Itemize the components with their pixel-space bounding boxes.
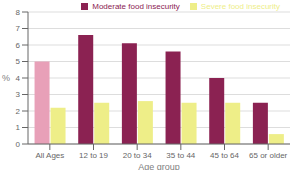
svg-text:2: 2 [16, 107, 21, 116]
svg-text:%: % [8, 73, 10, 83]
svg-text:12 to 19: 12 to 19 [79, 151, 108, 160]
svg-text:65 or older: 65 or older [249, 151, 288, 160]
html-text:Moderate food insecurity: Moderate food insecurity [92, 2, 180, 11]
svg-text:5: 5 [16, 57, 21, 66]
html-text:Severe food insecurity: Severe food insecurity [200, 2, 280, 11]
svg-text:20 to 34: 20 to 34 [123, 151, 152, 160]
svg-text:45 to 64: 45 to 64 [210, 151, 239, 160]
svg-text:All Ages: All Ages [35, 151, 64, 160]
svg-text:0: 0 [16, 140, 21, 149]
svg-text:Age group: Age group [138, 162, 180, 170]
svg-text:1: 1 [16, 123, 21, 132]
svg-text:35 to 44: 35 to 44 [166, 151, 195, 160]
svg-text:4: 4 [16, 74, 21, 83]
svg-text:6: 6 [16, 41, 21, 50]
svg-text:3: 3 [16, 90, 21, 99]
svg-text:7: 7 [16, 24, 21, 33]
svg-text:8: 8 [16, 8, 21, 17]
